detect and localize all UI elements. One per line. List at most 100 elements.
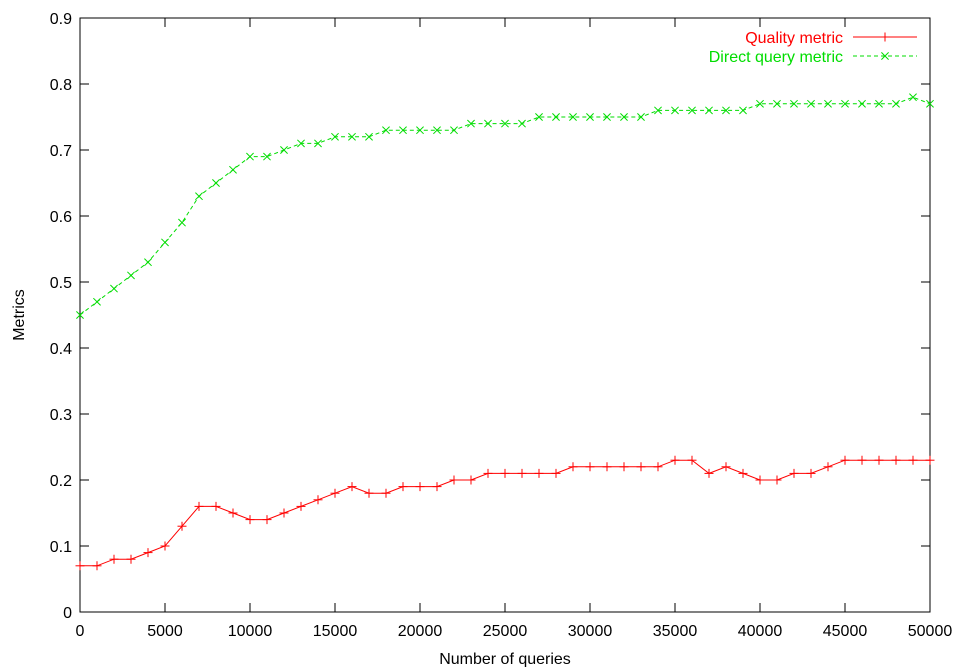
data-point <box>127 271 135 280</box>
y-axis-tick-labels: 0 0.1 0.2 0.3 0.4 0.5 0.6 0.7 0.8 0.9 <box>50 11 72 622</box>
data-point <box>297 139 305 148</box>
data-point <box>432 482 442 492</box>
data-point <box>501 119 509 128</box>
data-point <box>398 482 408 492</box>
data-point <box>585 462 595 472</box>
y-tick-label: 0 <box>63 605 72 622</box>
data-point <box>194 501 204 511</box>
x-axis-title: Number of queries <box>439 651 571 667</box>
data-point <box>569 113 577 121</box>
data-point <box>722 106 730 115</box>
x-tick-label: 25000 <box>483 623 528 640</box>
data-point <box>824 99 832 108</box>
data-point <box>909 93 917 102</box>
plot-frame <box>79 17 931 613</box>
x-tick-label: 15000 <box>313 623 358 640</box>
data-point <box>161 238 169 247</box>
x-tick-label: 50000 <box>908 623 953 640</box>
data-point <box>416 126 424 135</box>
data-point <box>466 475 476 485</box>
data-point <box>739 106 747 115</box>
data-point <box>433 126 441 135</box>
data-point <box>586 113 594 121</box>
data-point <box>483 468 493 478</box>
data-point <box>500 468 510 478</box>
data-point <box>603 113 611 121</box>
data-point <box>126 554 136 564</box>
data-point <box>177 521 187 531</box>
series-layer <box>75 93 935 571</box>
data-point <box>653 462 663 472</box>
data-point <box>348 132 356 141</box>
data-point <box>382 126 390 135</box>
data-point <box>874 455 884 465</box>
data-point <box>823 462 833 472</box>
data-point <box>840 455 850 465</box>
data-point <box>228 508 238 518</box>
data-point <box>263 152 271 161</box>
data-point <box>806 468 816 478</box>
data-point <box>670 455 680 465</box>
data-point <box>365 132 373 141</box>
data-point <box>313 495 323 505</box>
data-point <box>93 297 101 306</box>
data-point <box>535 113 543 121</box>
data-point <box>671 106 679 115</box>
data-point <box>772 475 782 485</box>
x-tick-label: 35000 <box>653 623 698 640</box>
data-point <box>790 99 798 108</box>
data-point <box>109 554 119 564</box>
data-point <box>347 482 357 492</box>
data-point <box>331 132 339 141</box>
data-point <box>688 106 696 115</box>
y-tick-label: 0.2 <box>50 473 72 490</box>
x-axis-tick-labels: 0 5000 10000 15000 20000 25000 30000 35000 40000… <box>76 623 953 640</box>
data-point <box>908 455 918 465</box>
data-point <box>262 515 272 525</box>
data-point <box>637 113 645 121</box>
data-point <box>891 455 901 465</box>
data-point <box>364 488 374 498</box>
data-point <box>517 468 527 478</box>
data-point <box>246 152 254 161</box>
data-point <box>892 99 900 108</box>
data-point <box>875 99 883 108</box>
data-point <box>756 99 764 108</box>
data-point <box>195 192 203 201</box>
data-point <box>296 501 306 511</box>
data-point <box>143 548 153 558</box>
data-point <box>687 455 697 465</box>
data-point <box>926 99 934 108</box>
legend-marker <box>880 32 890 42</box>
y-tick-label: 0.7 <box>50 143 72 160</box>
data-point <box>160 541 170 551</box>
data-point <box>381 488 391 498</box>
data-point <box>602 462 612 472</box>
y-tick-label: 0.6 <box>50 209 72 226</box>
data-point <box>636 462 646 472</box>
data-point <box>620 113 628 121</box>
data-point <box>705 106 713 115</box>
y-tick-label: 0.1 <box>50 539 72 556</box>
data-point <box>755 475 765 485</box>
data-point <box>211 501 221 511</box>
data-point <box>518 119 526 128</box>
data-point <box>841 99 849 108</box>
legend: Quality metric Direct query metric <box>709 30 917 66</box>
data-point <box>229 165 237 174</box>
data-point <box>314 139 322 148</box>
x-tick-label: 0 <box>76 623 85 640</box>
data-point <box>773 99 781 108</box>
legend-marker <box>881 52 889 60</box>
data-point <box>484 119 492 128</box>
data-point <box>415 482 425 492</box>
x-tick-label: 45000 <box>823 623 868 640</box>
data-point <box>619 462 629 472</box>
y-tick-label: 0.5 <box>50 275 72 292</box>
x-tick-label: 10000 <box>228 623 273 640</box>
series-2 <box>76 93 934 319</box>
data-point <box>721 462 731 472</box>
data-point <box>245 515 255 525</box>
y-tick-label: 0.9 <box>50 11 72 28</box>
data-point <box>789 468 799 478</box>
